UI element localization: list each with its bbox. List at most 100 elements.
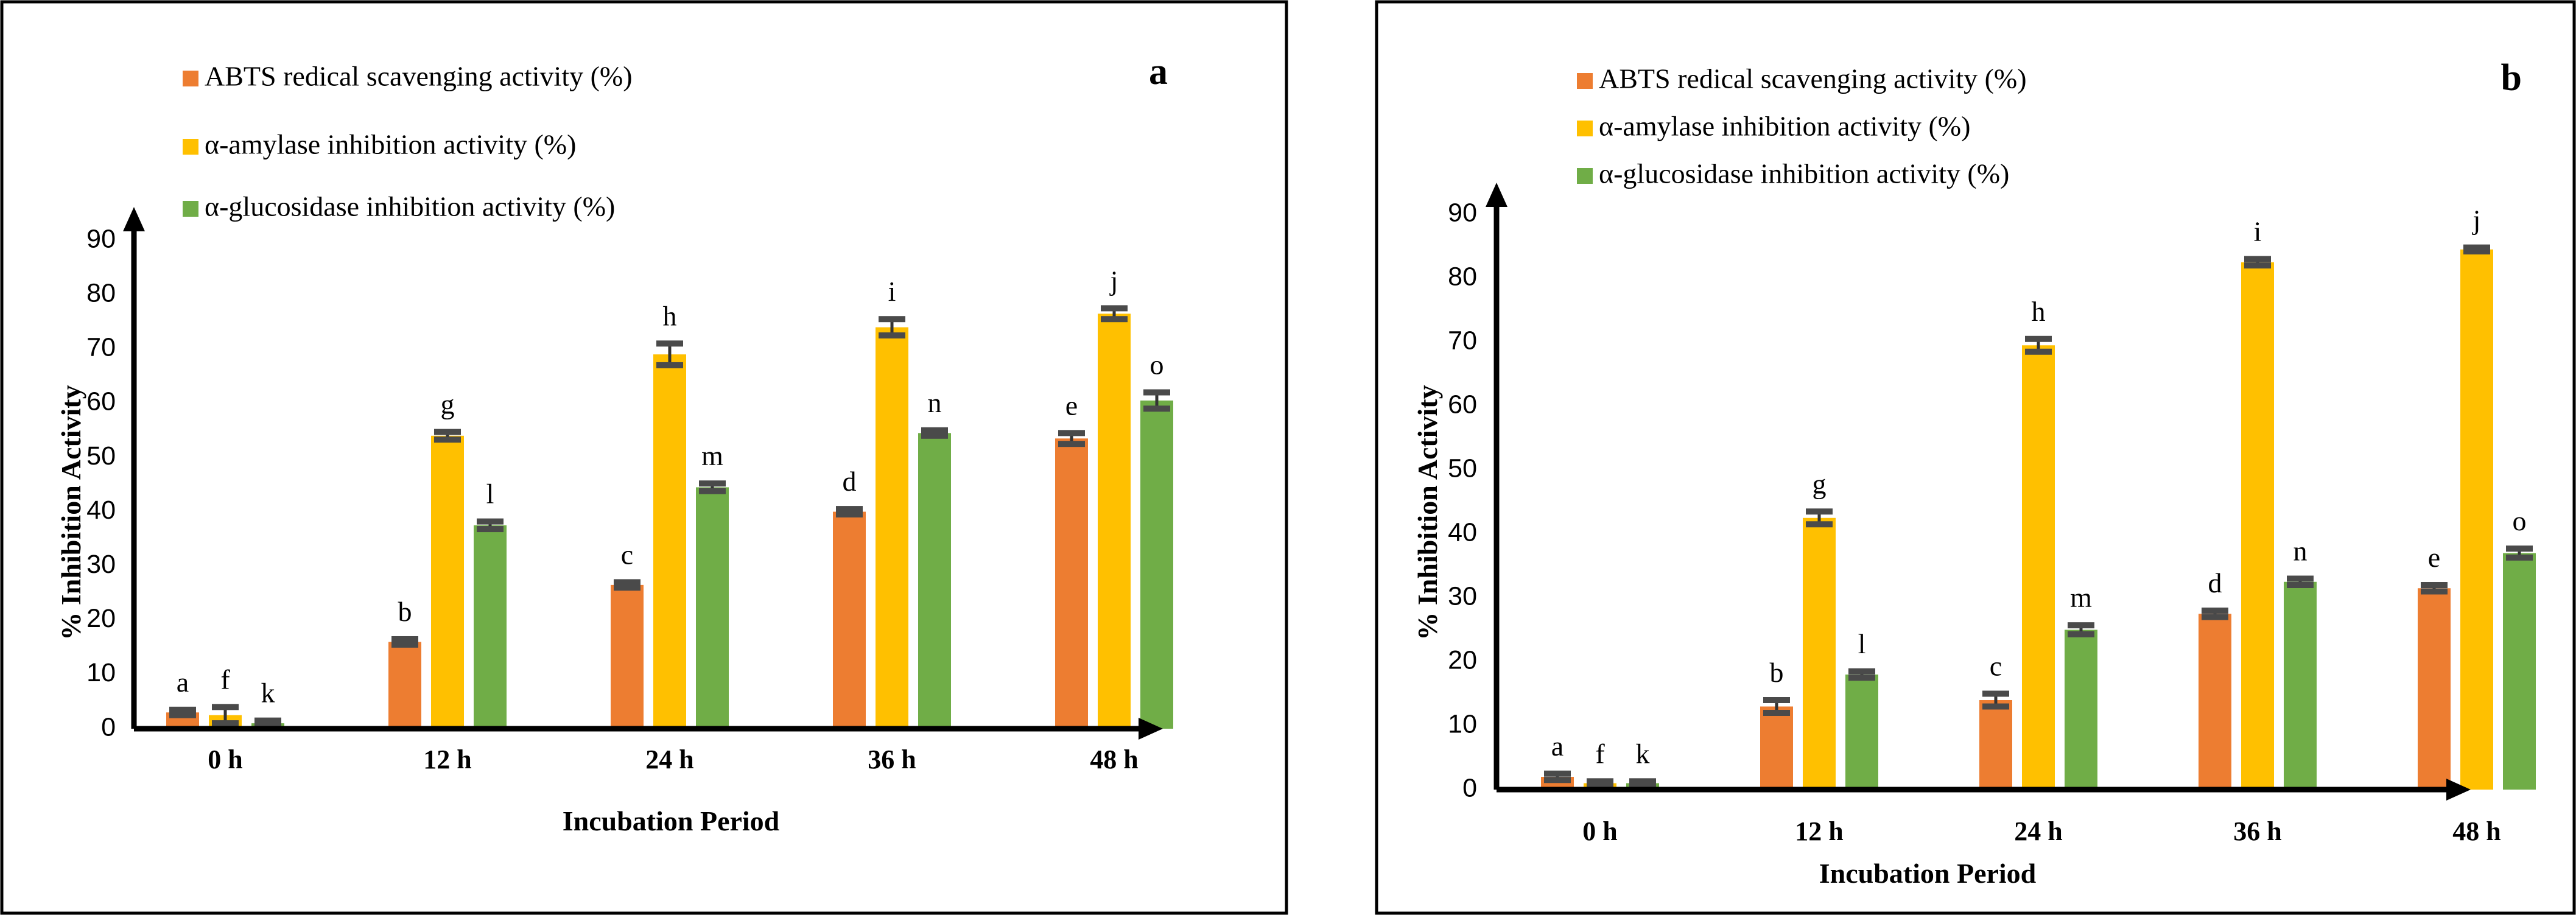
chart-a-error-cap [434,436,461,443]
chart-b-bar [2503,553,2536,790]
chart-a-panel-tag: a [1149,51,1168,93]
chart-a-significance-label: c [621,539,633,570]
chart-a-x-tick-label: 0 h [208,745,242,774]
chart-a-error-cap [699,480,726,487]
chart-b-error-cap [2244,262,2271,268]
chart-b-x-tick-label: 12 h [1795,816,1843,846]
chart-b-error-cap [1544,777,1571,784]
chart-a-significance-label: d [843,466,857,497]
chart-b-error-cap [1982,703,2009,710]
chart-a-error-cap [699,488,726,494]
chart-b-error-cap [1629,778,1656,785]
chart-a-bar [431,435,464,729]
chart-a-y-tick-label: 50 [86,441,116,471]
chart-b-legend-swatch-0 [1577,73,1593,89]
chart-b-bar [2241,262,2274,790]
chart-b-legend-label-1: α-amylase inhibition activity (%) [1599,111,1970,142]
chart-a-error-cap [1101,305,1128,312]
chart-a-error-cap [879,332,905,338]
chart-b-bar [1760,706,1793,790]
chart-a-y-tick-label: 20 [86,604,116,633]
chart-b-significance-label: b [1770,657,1784,688]
chart-a-x-tick-label: 36 h [868,745,916,774]
chart-b-bar [2460,249,2493,790]
chart-a-y-tick-label: 30 [86,550,116,579]
chart-a-error-cap [212,704,239,710]
chart-b-bar [2199,614,2231,790]
chart-b-bar [2065,629,2097,790]
chart-b-legend: ABTS redical scavenging activity (%) α-a… [1577,63,2027,189]
chart-a-x-axis-label: Incubation Period [563,805,780,836]
chart-b-error-cap [2463,248,2490,254]
chart-b-y-tick-label: 70 [1448,326,1477,355]
chart-b-error-cap [2202,614,2228,620]
chart-b-significance-label: e [2428,542,2440,573]
chart-a-error-cap [169,712,196,718]
chart-b-error-cap [2068,631,2094,637]
chart-b-bar [2284,581,2317,790]
chart-b-significance-label: c [1990,651,2002,682]
chart-a-error-cap [254,717,281,724]
chart-a-legend-swatch-0 [183,71,198,86]
chart-a-error-cap [477,518,504,525]
chart-a-bar [474,525,507,729]
chart-b-x-tick-label: 48 h [2452,816,2501,846]
chart-b-significance-label: i [2254,216,2262,247]
chart-a-bar [388,642,421,729]
chart-a-plot-area: 0 10 20 30 40 50 60 70 80 90 a f k 0 h b g l 12 h c h m 24 h d… [86,207,1173,774]
chart-a-legend-label-1: α-amylase inhibition activity (%) [205,129,576,160]
chart-a-x-tick-label: 48 h [1090,745,1138,774]
chart-a-significance-label: a [177,667,189,698]
chart-b-y-axis-arrow [1486,183,1507,207]
chart-b-error-cap [1587,778,1613,785]
chart-b-legend-swatch-2 [1577,168,1593,184]
chart-b-error-cap [2421,588,2448,595]
chart-panel-b: ABTS redical scavenging activity (%) α-a… [1375,0,2576,915]
chart-a-error-cap [836,511,863,518]
chart-a-error-cap [1058,430,1085,436]
chart-b-significance-label: f [1595,738,1605,769]
chart-a-error-cap [391,641,418,648]
chart-a-error-cap [391,636,418,642]
chart-b-bar [2022,345,2055,790]
chart-a-error-cap [836,506,863,513]
chart-b-frame [1375,0,2576,915]
chart-b-y-tick-label: 60 [1448,390,1477,419]
chart-b-plot-area: 0 10 20 30 40 50 60 70 80 90 a f k 0 h b g l 12 h c h m 24 h d… [1448,183,2536,846]
chart-a-bar [1140,400,1173,729]
chart-a-legend-label-2: α-glucosidase inhibition activity (%) [205,191,615,222]
chart-b-significance-label: a [1551,731,1563,762]
chart-a-y-axis-label: % Inhibition Activity [55,385,86,640]
chart-b-significance-label: o [2513,505,2527,536]
chart-a-significance-label: b [398,596,412,627]
chart-a-error-cap [434,429,461,435]
chart-a-error-cap [1101,316,1128,323]
chart-a-legend: ABTS redical scavenging activity (%) α-a… [183,61,633,222]
chart-b-error-cap [2287,575,2314,582]
chart-b-significance-label: g [1813,468,1827,499]
chart-a-bar [611,584,644,729]
chart-b-error-cap [1587,782,1613,788]
chart-b-error-cap [1982,690,2009,697]
chart-b-y-tick-label: 50 [1448,454,1477,483]
chart-b-error-cap [2421,582,2448,588]
chart-a-significance-label: g [441,389,455,420]
chart-a-error-cap [169,706,196,713]
chart-a-bar [1098,314,1131,729]
chart-b-error-cap [2025,335,2052,342]
chart-b-legend-swatch-1 [1577,121,1593,136]
chart-b-significance-label: m [2070,582,2092,613]
chart-b-significance-label: l [1858,628,1866,659]
chart-b-error-cap [1763,697,1790,703]
chart-b-error-cap [2244,256,2271,262]
chart-b-bar [2418,588,2451,790]
chart-a-significance-label: l [486,479,494,510]
chart-b-x-tick-label: 24 h [2014,816,2062,846]
chart-a-y-tick-label: 80 [86,278,116,307]
chart-b-error-cap [1806,521,1833,528]
chart-b-y-tick-label: 40 [1448,517,1477,547]
chart-b-significance-label: k [1636,738,1650,769]
chart-b-error-cap [2287,582,2314,588]
chart-b-significance-label: n [2293,536,2308,567]
chart-b-legend-label-0: ABTS redical scavenging activity (%) [1599,63,2027,94]
